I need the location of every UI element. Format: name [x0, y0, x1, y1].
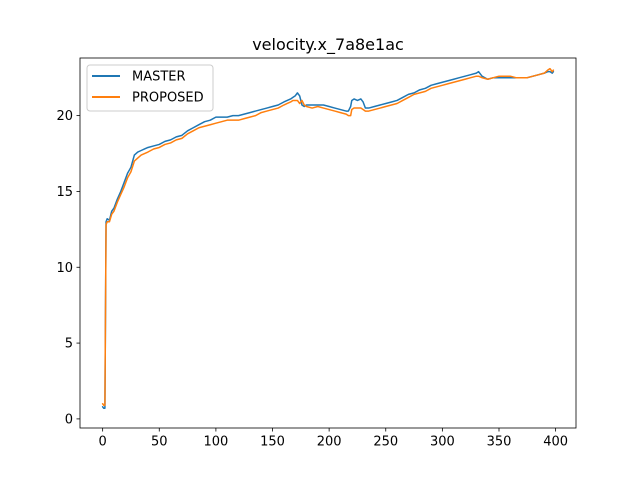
series-line-proposed: [101, 67, 555, 406]
x-tick-label: 300: [430, 435, 455, 450]
legend: MASTER PROPOSED: [86, 64, 214, 112]
x-tick-label: 150: [260, 435, 285, 450]
x-tick-label: 200: [317, 435, 342, 450]
x-axis: 0 50 100 150 200 250 300 350 400: [99, 428, 568, 450]
x-tick-label: 100: [203, 435, 228, 450]
y-tick-label: 20: [56, 109, 73, 124]
y-tick-label: 0: [65, 412, 73, 427]
x-tick-label: 350: [487, 435, 512, 450]
x-tick-label: 250: [373, 435, 398, 450]
legend-label-proposed: PROPOSED: [132, 91, 204, 106]
y-tick-label: 10: [56, 261, 73, 276]
plot-frame: [79, 57, 577, 429]
y-tick-label: 5: [65, 337, 73, 352]
y-axis: 0 5 10 15 20: [56, 109, 80, 427]
x-tick-label: 0: [99, 435, 107, 450]
y-tick-label: 15: [56, 185, 73, 200]
legend-label-master: MASTER: [132, 70, 186, 85]
x-tick-label: 400: [543, 435, 568, 450]
x-tick-label: 50: [151, 435, 168, 450]
chart-title: velocity.x_7a8e1ac: [252, 35, 404, 55]
series-layer: [101, 67, 555, 410]
series-line-master: [101, 70, 555, 410]
